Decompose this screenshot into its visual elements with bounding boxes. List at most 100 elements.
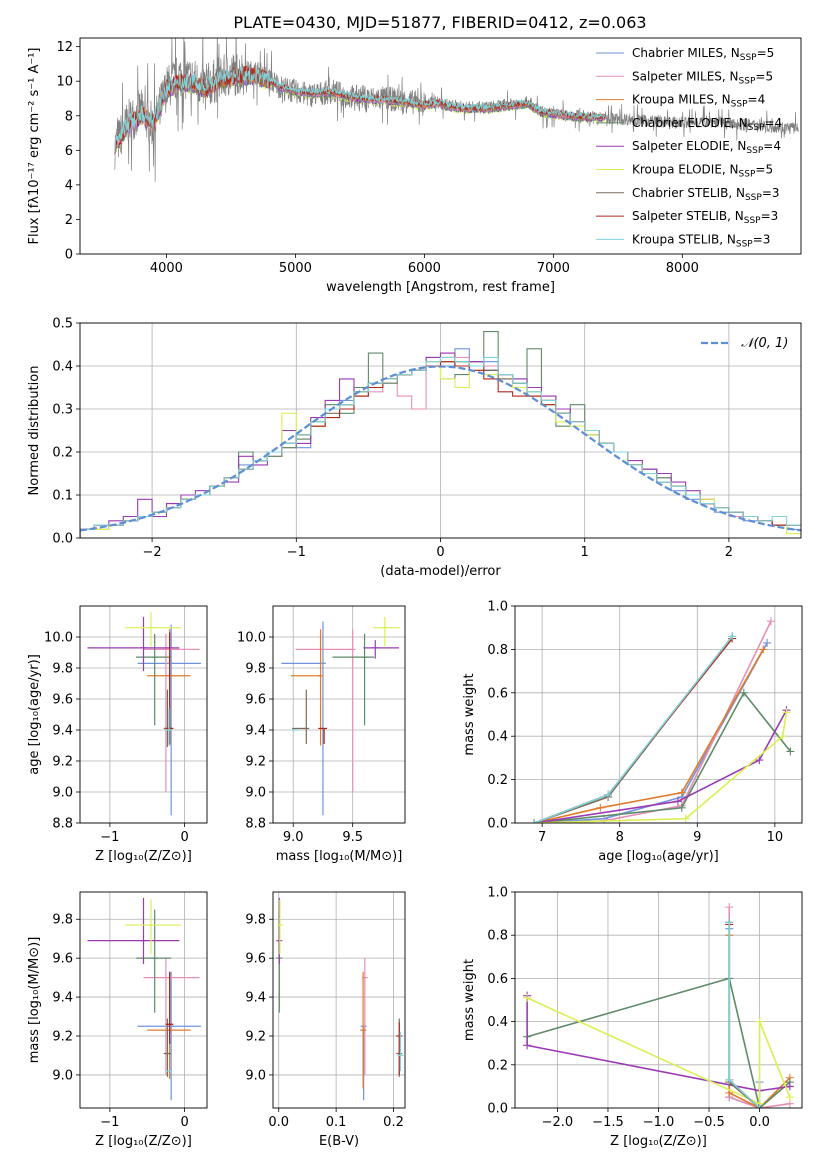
weight-line-kroupa-stelib [530, 632, 737, 823]
legend-label: Chabrier STELIB, NSSP=3 [632, 186, 780, 203]
y-tick-label: 0.2 [487, 773, 508, 788]
y-tick-label: 0.2 [52, 446, 73, 461]
y-tick-label: 9.4 [52, 724, 73, 739]
plus-marker [755, 756, 764, 765]
x-tick-label: −2.0 [542, 1115, 574, 1130]
line [526, 977, 791, 1108]
errorbar-kroupa-elodie [372, 616, 401, 647]
x-tick-label: 9.0 [283, 830, 304, 845]
x-tick-label: 0 [180, 1115, 188, 1130]
y-tick-label: 9.0 [245, 1068, 266, 1083]
plus-marker [725, 903, 734, 912]
x-tick-label: −1 [287, 545, 306, 560]
errorbar-kroupa-miles [290, 629, 324, 746]
line [534, 649, 764, 823]
line [526, 995, 790, 1092]
y-tick-label: 9.0 [52, 786, 73, 801]
y-tick-label: 9.2 [52, 1030, 73, 1045]
spectrum-plot-area [114, 38, 799, 182]
x-tick-label: 7 [538, 830, 546, 845]
x-tick-label: 6000 [408, 261, 441, 276]
legend-label: Chabrier MILES, NSSP=5 [632, 46, 774, 63]
spectrum-title: PLATE=0430, MJD=51877, FIBERID=0412, z=0… [233, 13, 646, 32]
y-tick-label: 0.3 [52, 403, 73, 418]
histogram-kroupa-stelib [80, 356, 801, 538]
data-spectrum [114, 38, 799, 182]
errorbar-kroupa-miles [360, 971, 367, 1089]
errorbar-chabrier-elodie [332, 633, 375, 726]
y-tick-label: 12 [56, 40, 73, 55]
legend-label: Salpeter MILES, NSSP=5 [632, 69, 773, 86]
errorbar-salpeter-elodie [363, 640, 400, 659]
y-tick-label: 0.0 [487, 817, 508, 832]
x-tick-label: 7000 [537, 261, 570, 276]
y-tick-label: 10 [56, 75, 73, 90]
x-tick-label: −1 [100, 1115, 119, 1130]
y-axis-label: age [log₁₀(age/yr)] [27, 654, 42, 775]
age_vs_Z-chart: −1 0 8.8 9.0 9.2 9.4 9.6 9.8 10.0 Z [log₁₀(Z/Z⊙)]… [27, 605, 208, 864]
errorbar-salpeter-miles [143, 633, 200, 792]
y-tick-label: 0.8 [487, 929, 508, 944]
y-tick-label: 0.0 [52, 532, 73, 547]
residuals-chart: −2 −1 0 1 2 0.0 0.1 0.2 0.3 0.4 0.5 (data-model)/er… [27, 317, 802, 579]
y-tick-label: 9.4 [52, 991, 73, 1006]
x-tick-label: 0.0 [268, 1115, 289, 1130]
x-axis-label: Z [log₁₀(Z/Z⊙)] [95, 849, 192, 864]
mass_vs_Z-plot-area [87, 897, 202, 1101]
x-tick-label: 2 [725, 545, 733, 560]
y-tick-label: 9.6 [245, 952, 266, 967]
y-axis-label: mass [log₁₀(M/M⊙)] [27, 937, 42, 1064]
y-tick-label: 9.2 [52, 755, 73, 770]
errorbar-chabrier-elodie [136, 909, 172, 1013]
x-axis-label: mass [log₁₀(M/M⊙)] [276, 849, 403, 864]
legend-label: 𝒩(0, 1) [741, 336, 788, 351]
x-tick-label: 4000 [150, 261, 183, 276]
legend-label: Chabrier ELODIE, NSSP=4 [632, 116, 782, 133]
plus-marker [604, 790, 613, 799]
x-axis-label: E(B-V) [319, 1134, 359, 1149]
x-tick-label: 0 [180, 830, 188, 845]
y-tick-label: 9.8 [245, 662, 266, 677]
errorbar-salpeter-stelib [396, 1022, 403, 1075]
errorbar-kroupa-stelib [165, 708, 172, 746]
x-tick-label: 0.0 [749, 1115, 770, 1130]
line [534, 712, 788, 823]
plus-marker [725, 918, 734, 927]
x-axis-label: wavelength [Angstrom, rest frame] [326, 280, 555, 295]
y-tick-label: 0.4 [487, 1015, 508, 1030]
plus-marker [523, 993, 532, 1002]
x-tick-label: 9.5 [342, 830, 363, 845]
x-axis-label: (data-model)/error [380, 564, 501, 579]
plus-marker [755, 1104, 764, 1108]
errorbar-salpeter-miles [143, 958, 200, 1075]
x-tick-label: 1 [581, 545, 589, 560]
y-tick-label: 0.5 [52, 317, 73, 332]
line [534, 642, 768, 823]
line [526, 997, 791, 1105]
mass_vs_Z-chart: −1 0 9.0 9.2 9.4 9.6 9.8 Z [log₁₀(Z/Z⊙)] mass [l… [27, 891, 208, 1149]
plus-marker [782, 708, 791, 717]
y-tick-label: 9.2 [245, 755, 266, 770]
weight_vs_Z-chart: −2.0 −1.5 −1.0 −0.5 0.0 0.0 0.2 0.4 0.6 0.8 1.0 Z [… [462, 886, 803, 1149]
y-tick-label: 8 [65, 109, 73, 124]
errorbar-chabrier-stelib [163, 1018, 172, 1077]
normal-curve [80, 365, 801, 532]
plus-marker [681, 814, 690, 823]
age_vs_mass-frame [272, 605, 406, 824]
y-axis-label: mass weight [462, 673, 477, 755]
y-tick-label: 0.6 [487, 972, 508, 987]
errorbar-salpeter-stelib [165, 632, 174, 744]
y-tick-label: 9.4 [245, 724, 266, 739]
x-axis-label: Z [log₁₀(Z/Z⊙)] [95, 1134, 192, 1149]
age_vs_mass-chart: 9.0 9.5 8.8 9.0 9.2 9.4 9.6 9.8 10.0 mass [log₁₀(… [237, 605, 406, 864]
mass_vs_EBV-frame [272, 891, 406, 1109]
x-tick-label: −2 [143, 545, 162, 560]
line [534, 709, 788, 823]
weight_vs_age-frame [514, 605, 803, 824]
plus-marker [763, 638, 772, 647]
y-tick-label: 9.6 [52, 952, 73, 967]
age_vs_mass-plot-area [281, 616, 401, 816]
plus-marker [596, 803, 605, 812]
weight_vs_age-chart: 7 8 9 10 0.0 0.2 0.4 0.6 0.8 1.0 age [log₁₀(age/yr… [462, 600, 803, 864]
